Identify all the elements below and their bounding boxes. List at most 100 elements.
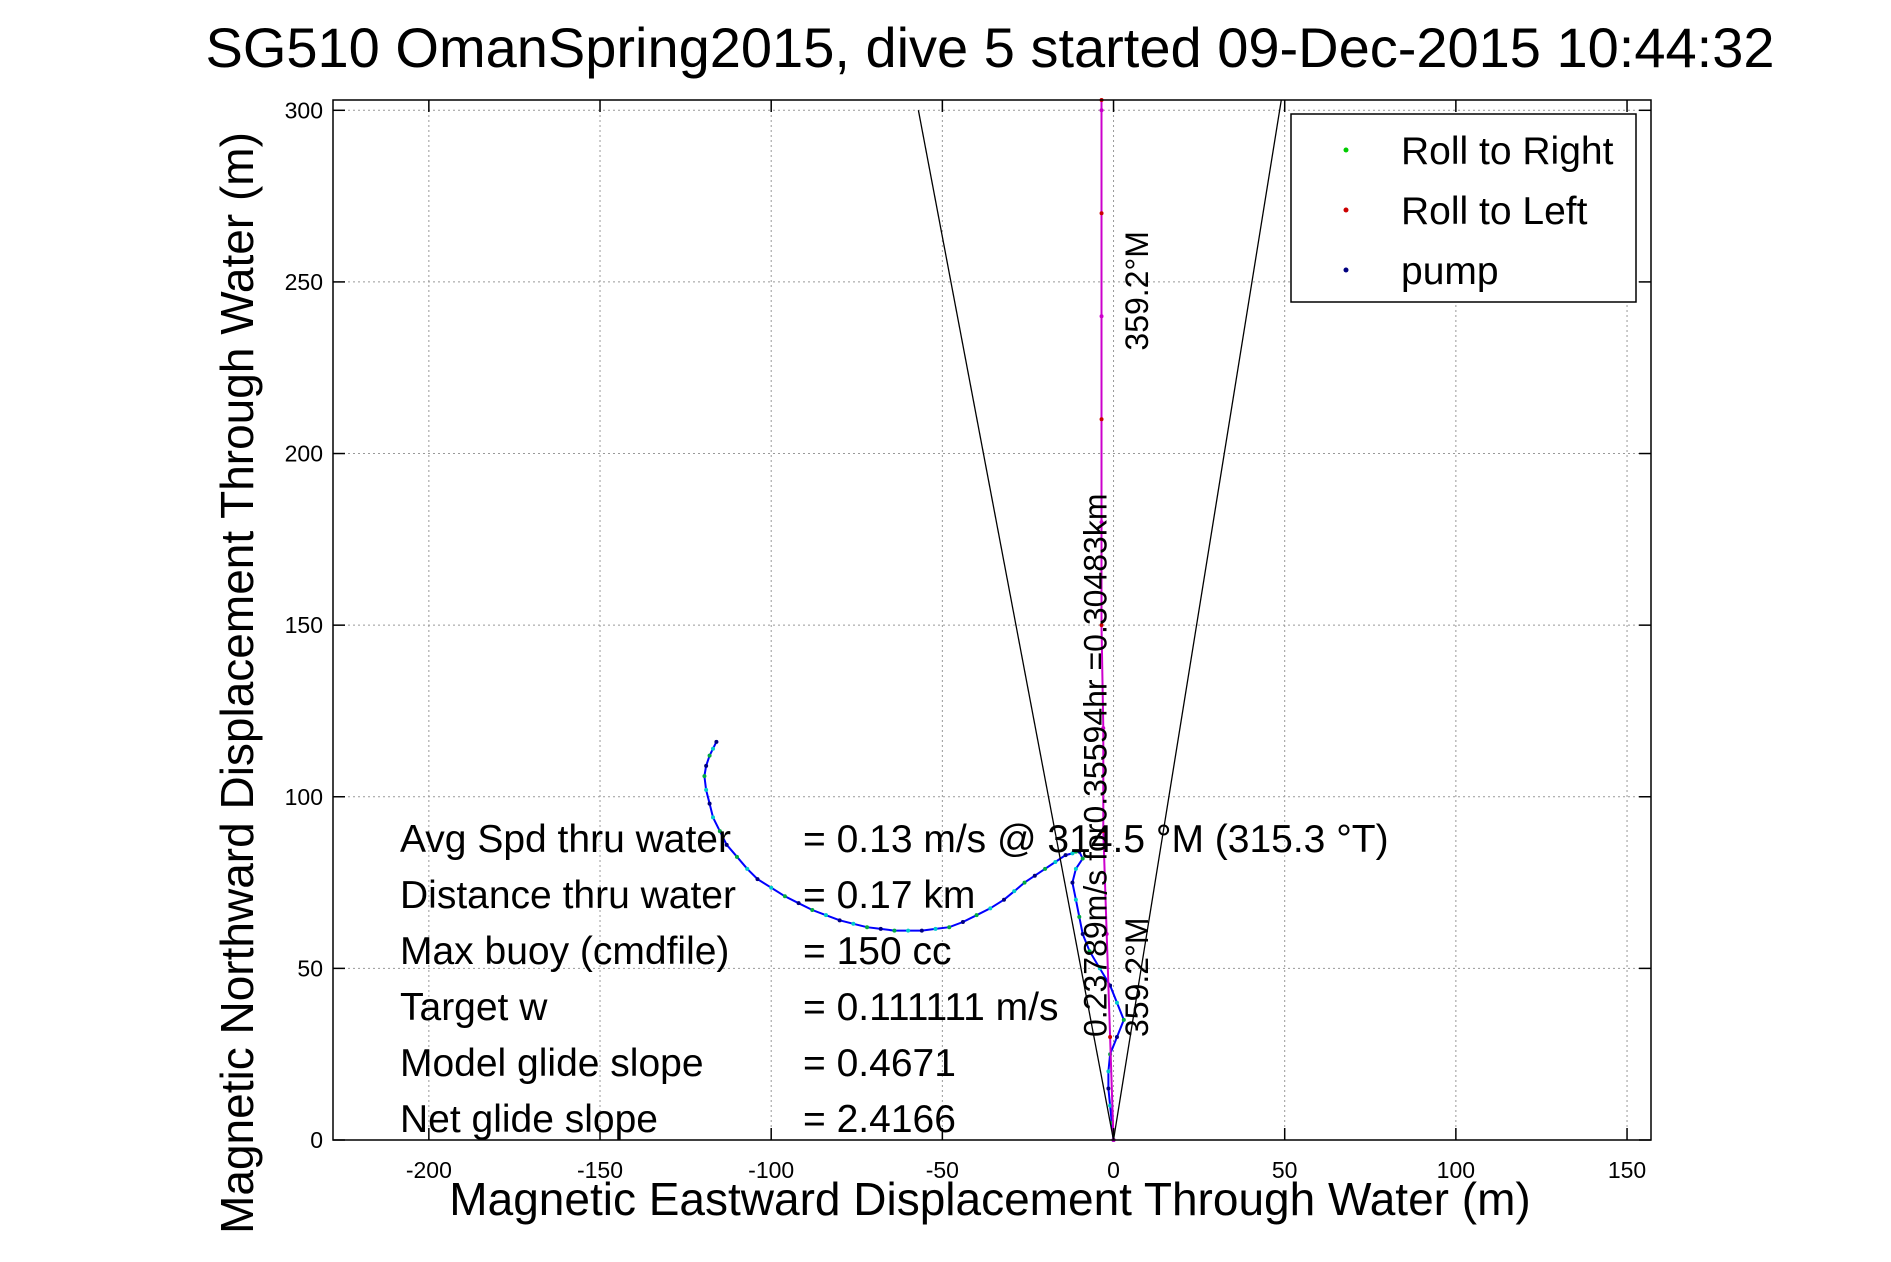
data-point <box>1053 859 1058 864</box>
data-point <box>1073 866 1078 871</box>
data-point <box>724 842 729 847</box>
y-tick-label: 50 <box>297 955 323 981</box>
data-point <box>1106 1069 1111 1074</box>
stat-label: Distance thru water <box>400 874 736 917</box>
data-point <box>1101 829 1106 834</box>
series-line <box>1100 100 1115 1141</box>
data-point <box>947 925 952 930</box>
stat-label: Model glide slope <box>400 1042 704 1085</box>
data-point <box>988 906 993 911</box>
data-point <box>796 901 801 906</box>
data-point <box>710 746 715 751</box>
data-point <box>851 921 856 926</box>
data-point <box>1121 1017 1126 1022</box>
plot-frame <box>332 99 1652 1141</box>
stat-value: = 0.111111 m/s <box>803 986 1058 1029</box>
heading-label: 359.2°M <box>1119 231 1155 351</box>
data-point <box>1114 1035 1119 1040</box>
stat-label: Target w <box>400 986 548 1029</box>
data-point <box>1077 849 1082 854</box>
data-point <box>1108 1035 1113 1040</box>
data-point <box>1080 932 1085 937</box>
data-point <box>755 877 760 882</box>
rotated-label-layer: 0.23789m/s for0.35594hr =0.30483km 359.2°… <box>1078 231 1155 1037</box>
x-tick-label: -100 <box>748 1157 794 1183</box>
legend-box <box>1290 113 1637 303</box>
data-point <box>892 928 897 933</box>
y-tick-label: 200 <box>285 441 323 467</box>
x-tick-label: -200 <box>406 1157 452 1183</box>
grid <box>333 100 1651 1141</box>
legend-marker <box>1343 267 1349 273</box>
data-point <box>974 913 979 918</box>
data-point <box>1099 417 1104 422</box>
data-point <box>823 913 828 918</box>
x-axis-label: Magnetic Eastward Displacement Through W… <box>449 1173 1530 1225</box>
data-point <box>1063 853 1068 858</box>
x-tick-label: 150 <box>1608 1157 1646 1183</box>
data-point <box>878 926 883 931</box>
data-point <box>1001 897 1006 902</box>
data-point <box>919 928 924 933</box>
series-line <box>1112 99 1282 1141</box>
annotation-layer: Avg Spd thru water = 0.13 m/s @ 314.5 °M … <box>400 818 1389 1141</box>
stat-label: Net glide slope <box>400 1098 658 1141</box>
data-point <box>769 885 774 890</box>
data-point <box>837 918 842 923</box>
y-tick-label: 250 <box>285 269 323 295</box>
legend-marker <box>1343 207 1349 213</box>
x-tick-label: 100 <box>1437 1157 1475 1183</box>
stat-label: Max buoy (cmdfile) <box>400 930 729 973</box>
data-point <box>1077 914 1082 919</box>
data-point <box>745 866 750 871</box>
x-tick-label: -50 <box>926 1157 959 1183</box>
legend-label: Roll to Right <box>1401 130 1614 173</box>
legend-marker <box>1343 147 1349 153</box>
series-layer <box>702 98 1282 1142</box>
data-point <box>1114 1000 1119 1005</box>
data-point <box>714 739 719 744</box>
y-tick-label: 0 <box>310 1127 323 1153</box>
stat-value: = 2.4166 <box>803 1098 956 1141</box>
x-tick-label: 50 <box>1272 1157 1298 1183</box>
data-point <box>933 926 938 931</box>
data-point <box>1087 949 1092 954</box>
data-point <box>1099 211 1104 216</box>
y-tick-label: 150 <box>285 612 323 638</box>
tick-layer: -200 -150 -100 -50 0 50 100 150 0 50 100 150 200 250 3… <box>285 97 1651 1183</box>
data-point <box>710 815 715 820</box>
data-point <box>782 894 787 899</box>
stat-value: = 150 cc <box>803 930 952 973</box>
data-point <box>707 753 712 758</box>
stat-label: Avg Spd thru water <box>400 818 731 861</box>
data-point <box>1099 623 1104 628</box>
stat-value: = 0.13 m/s @ 314.5 °M (315.3 °T) <box>803 818 1389 861</box>
data-point <box>1106 1086 1111 1091</box>
data-point <box>1099 314 1104 319</box>
data-point <box>810 908 815 913</box>
data-point <box>1097 966 1102 971</box>
data-point <box>1022 880 1027 885</box>
data-point <box>1101 726 1106 731</box>
series-line <box>917 110 1115 1141</box>
data-point <box>1080 856 1085 861</box>
data-point <box>1108 1103 1113 1108</box>
legend-label: pump <box>1401 250 1499 293</box>
data-point <box>1070 880 1075 885</box>
data-point <box>1073 897 1078 902</box>
x-tick-label: 0 <box>1107 1157 1120 1183</box>
data-point <box>1012 889 1017 894</box>
data-point <box>704 787 709 792</box>
data-point <box>702 774 707 779</box>
heading-label: 359.2°M <box>1119 917 1155 1037</box>
y-axis-label: Magnetic Northward Displacement Through … <box>211 132 263 1234</box>
stat-value: = 0.4671 <box>803 1042 956 1085</box>
data-point <box>865 925 870 930</box>
data-point <box>1043 866 1048 871</box>
chart-title: SG510 OmanSpring2015, dive 5 started 09-… <box>205 16 1774 79</box>
data-point <box>960 920 965 925</box>
data-point <box>1070 851 1075 856</box>
data-point <box>704 763 709 768</box>
data-point <box>1032 873 1037 878</box>
